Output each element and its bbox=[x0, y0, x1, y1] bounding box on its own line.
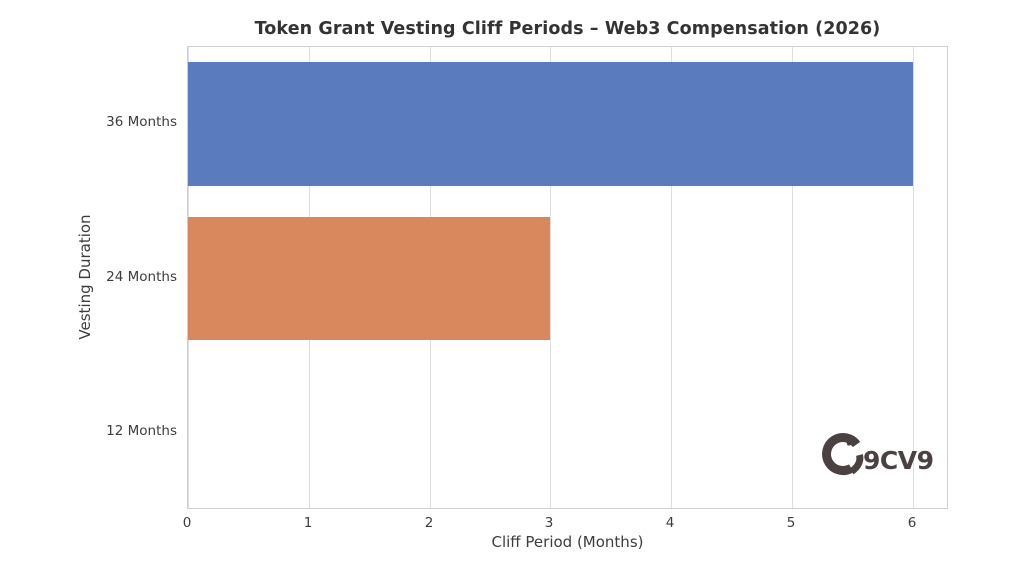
x-tick-label-4: 4 bbox=[665, 515, 675, 531]
plot-area bbox=[187, 46, 948, 509]
y-tick-label-36-months: 36 Months bbox=[106, 114, 177, 130]
gridline-x-4 bbox=[671, 47, 672, 508]
logo: v 9CV9 bbox=[818, 424, 934, 480]
gridline-x-5 bbox=[792, 47, 793, 508]
chart-title: Token Grant Vesting Cliff Periods – Web3… bbox=[254, 19, 881, 39]
9cv9-logo-icon: v bbox=[822, 433, 864, 475]
gridline-x-6 bbox=[913, 47, 914, 508]
x-tick-label-3: 3 bbox=[544, 515, 554, 531]
x-tick-label-6: 6 bbox=[907, 515, 917, 531]
logo-text: 9CV9 bbox=[863, 446, 934, 475]
x-axis-title: Cliff Period (Months) bbox=[491, 533, 644, 551]
gridline-x-3 bbox=[550, 47, 551, 508]
x-tick-label-5: 5 bbox=[786, 515, 796, 531]
bar-24-months bbox=[188, 216, 551, 341]
x-tick-label-1: 1 bbox=[303, 515, 313, 531]
x-tick-label-2: 2 bbox=[424, 515, 434, 531]
y-tick-label-12-months: 12 Months bbox=[106, 423, 177, 439]
bar-36-months bbox=[188, 62, 913, 186]
y-tick-label-24-months: 24 Months bbox=[106, 269, 177, 285]
svg-text:v: v bbox=[844, 434, 853, 450]
x-tick-label-0: 0 bbox=[182, 515, 192, 531]
